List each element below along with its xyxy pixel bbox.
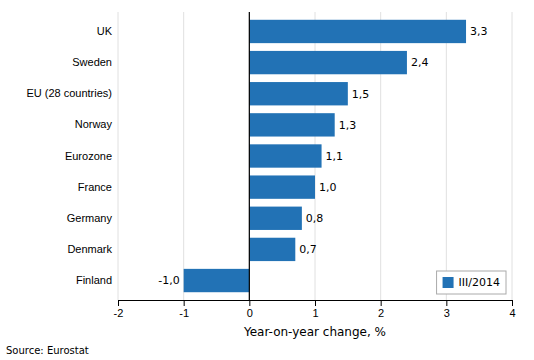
y-tick-label: Denmark bbox=[67, 243, 112, 255]
data-label: 1,1 bbox=[326, 150, 344, 163]
legend-swatch bbox=[443, 277, 454, 288]
x-tick-label: 4 bbox=[509, 307, 515, 319]
data-labels: -1,0 0,7 0,8 1,0 1,1 1,3 1,5 2,4 3,3 bbox=[158, 25, 487, 287]
y-tick: Norway bbox=[75, 118, 113, 130]
data-label: 0,7 bbox=[299, 243, 317, 256]
x-tick: -1 bbox=[179, 300, 189, 319]
x-tick-mark bbox=[315, 300, 316, 306]
x-tick-mark bbox=[512, 300, 513, 306]
data-label: 1,5 bbox=[352, 88, 370, 101]
y-tick-label: UK bbox=[97, 25, 113, 37]
x-tick: -2 bbox=[114, 300, 124, 319]
x-tick: 4 bbox=[509, 300, 515, 319]
y-tick: Finland bbox=[76, 274, 112, 286]
y-tick: EU (28 countries) bbox=[26, 87, 112, 99]
x-tick-label: 2 bbox=[378, 307, 384, 319]
x-tick-mark bbox=[249, 300, 250, 306]
y-tick-label: Eurozone bbox=[65, 150, 112, 162]
bar bbox=[249, 82, 347, 105]
data-label: 0,8 bbox=[306, 212, 324, 225]
data-label: 1,3 bbox=[339, 119, 357, 132]
bar bbox=[249, 207, 302, 230]
bar bbox=[249, 175, 315, 198]
grid-line bbox=[183, 12, 184, 300]
zero-line bbox=[249, 12, 250, 300]
x-axis: -2 -1 0 1 2 3 4 bbox=[114, 300, 516, 319]
grid-line bbox=[446, 12, 447, 300]
x-tick-mark bbox=[381, 300, 382, 306]
grid-line bbox=[512, 12, 513, 300]
legend-frame bbox=[437, 271, 506, 294]
bars bbox=[184, 20, 466, 292]
x-tick: 3 bbox=[444, 300, 450, 319]
grid bbox=[118, 12, 512, 300]
x-tick-label: 1 bbox=[312, 307, 318, 319]
y-tick: Germany bbox=[67, 212, 113, 224]
data-label: 3,3 bbox=[470, 25, 488, 38]
y-tick: UK bbox=[97, 25, 113, 37]
y-tick: Denmark bbox=[67, 243, 112, 255]
y-axis: Finland Denmark Germany France Eurozone Norwa… bbox=[26, 25, 112, 286]
bar bbox=[249, 144, 321, 167]
y-tick: Sweden bbox=[72, 56, 112, 68]
legend: III/2014 bbox=[437, 271, 506, 294]
y-tick-label: EU (28 countries) bbox=[26, 87, 112, 99]
plot: -2 -1 0 1 2 3 4 Finland Denmark Germany France Euro… bbox=[26, 12, 515, 319]
x-tick-mark bbox=[118, 300, 119, 306]
x-tick: 2 bbox=[378, 300, 384, 319]
y-tick-label: Germany bbox=[67, 212, 113, 224]
bar bbox=[249, 51, 407, 74]
data-label: -1,0 bbox=[158, 274, 179, 287]
x-axis-title: Year-on-year change, % bbox=[243, 325, 386, 339]
x-tick-label: -1 bbox=[179, 307, 189, 319]
x-tick-label: -2 bbox=[114, 307, 124, 319]
legend-label: III/2014 bbox=[459, 276, 500, 289]
y-tick-label: Norway bbox=[75, 118, 113, 130]
y-tick-label: Sweden bbox=[72, 56, 112, 68]
chart: -2 -1 0 1 2 3 4 Finland Denmark Germany France Euro… bbox=[0, 0, 534, 360]
x-tick-label: 3 bbox=[444, 307, 450, 319]
x-tick: 1 bbox=[312, 300, 318, 319]
x-axis-line bbox=[119, 301, 513, 307]
x-tick-mark bbox=[446, 300, 447, 306]
y-tick: France bbox=[78, 181, 112, 193]
grid-line bbox=[118, 12, 119, 300]
bar bbox=[184, 269, 250, 292]
x-tick-label: 0 bbox=[247, 307, 253, 319]
y-tick: Eurozone bbox=[65, 150, 112, 162]
x-tick-mark bbox=[184, 300, 185, 306]
data-label: 2,4 bbox=[411, 56, 429, 69]
bar bbox=[249, 238, 295, 261]
annotation: Source: Eurostat bbox=[6, 345, 89, 356]
y-tick-label: Finland bbox=[76, 274, 112, 286]
x-tick: 0 bbox=[247, 300, 253, 319]
y-tick-label: France bbox=[78, 181, 112, 193]
data-label: 1,0 bbox=[319, 181, 337, 194]
bar bbox=[249, 20, 466, 43]
grid-line bbox=[249, 12, 250, 300]
bar bbox=[249, 113, 334, 136]
